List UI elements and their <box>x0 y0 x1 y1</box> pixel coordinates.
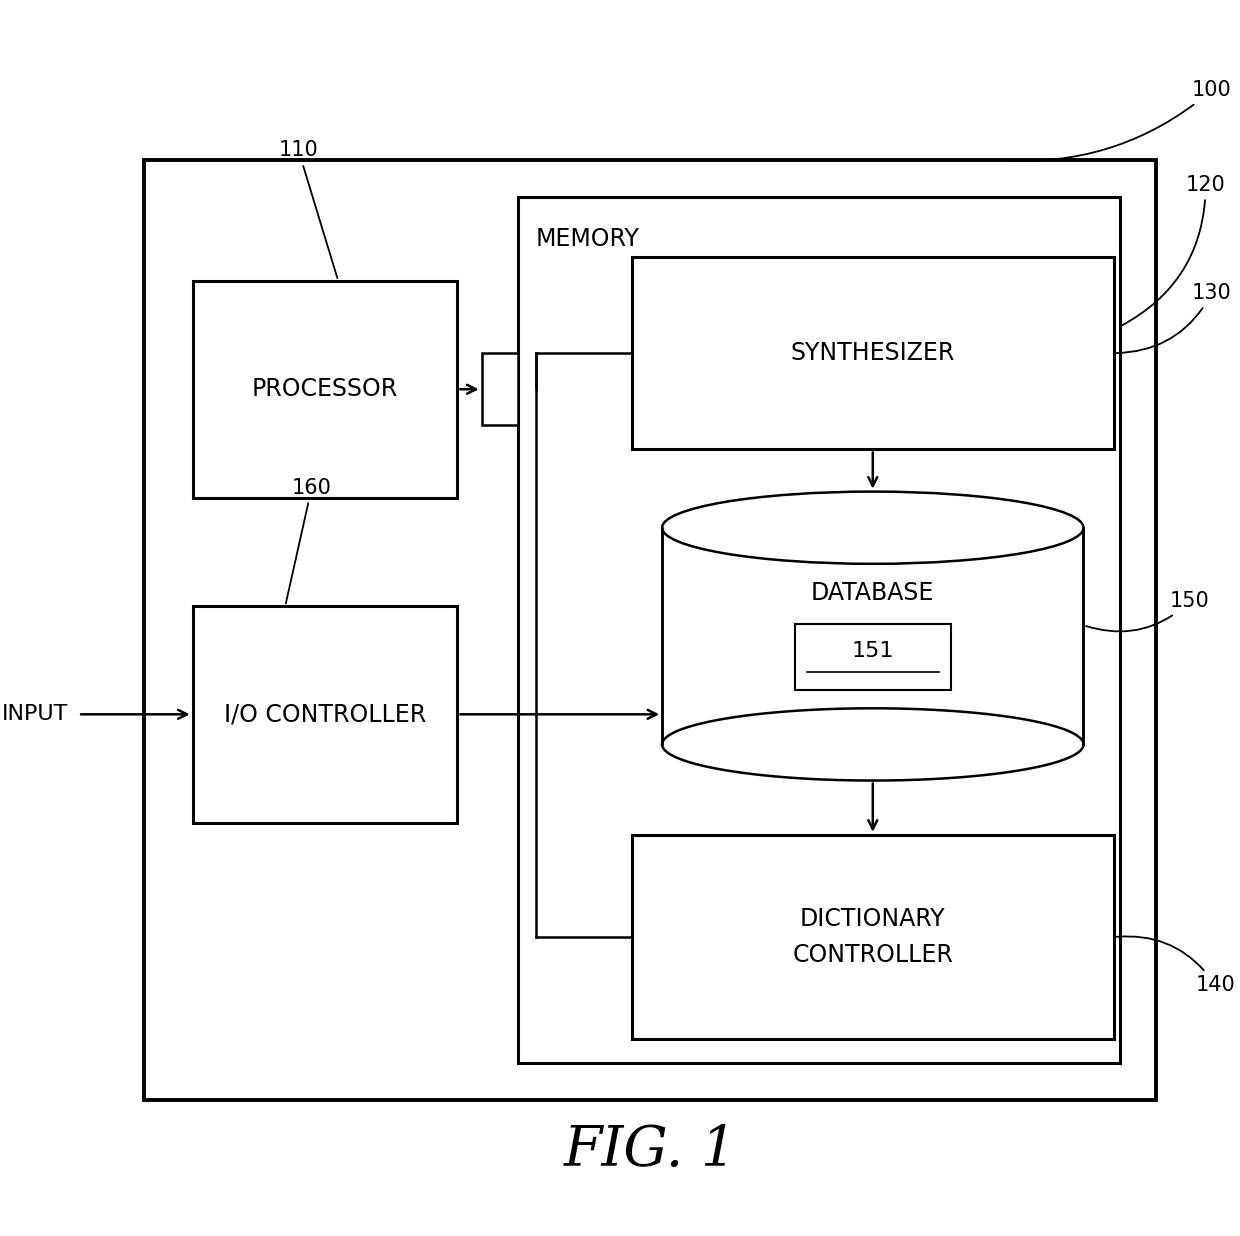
Text: INPUT: INPUT <box>2 705 68 724</box>
Text: 110: 110 <box>279 141 337 278</box>
Bar <box>481 353 517 425</box>
Text: 160: 160 <box>286 477 331 603</box>
Ellipse shape <box>662 492 1084 564</box>
Bar <box>795 624 951 690</box>
Text: PROCESSOR: PROCESSOR <box>252 377 398 402</box>
Text: 100: 100 <box>1007 80 1231 161</box>
Bar <box>517 197 1120 1063</box>
Ellipse shape <box>662 708 1084 781</box>
Bar <box>662 528 1084 744</box>
Text: SYNTHESIZER: SYNTHESIZER <box>791 341 955 365</box>
Text: 150: 150 <box>1086 591 1210 632</box>
Bar <box>192 606 458 823</box>
Bar <box>632 257 1114 450</box>
Text: FIG. 1: FIG. 1 <box>563 1124 737 1178</box>
Bar <box>192 281 458 498</box>
Text: 151: 151 <box>852 641 894 661</box>
Bar <box>144 161 1156 1100</box>
Text: DATABASE: DATABASE <box>811 581 935 604</box>
Bar <box>632 834 1114 1039</box>
Text: 120: 120 <box>1122 174 1225 325</box>
Text: MEMORY: MEMORY <box>536 226 640 251</box>
Text: 130: 130 <box>1116 283 1231 353</box>
Text: I/O CONTROLLER: I/O CONTROLLER <box>224 702 427 727</box>
Text: 140: 140 <box>1116 937 1235 995</box>
Text: DICTIONARY
CONTROLLER: DICTIONARY CONTROLLER <box>792 907 954 967</box>
